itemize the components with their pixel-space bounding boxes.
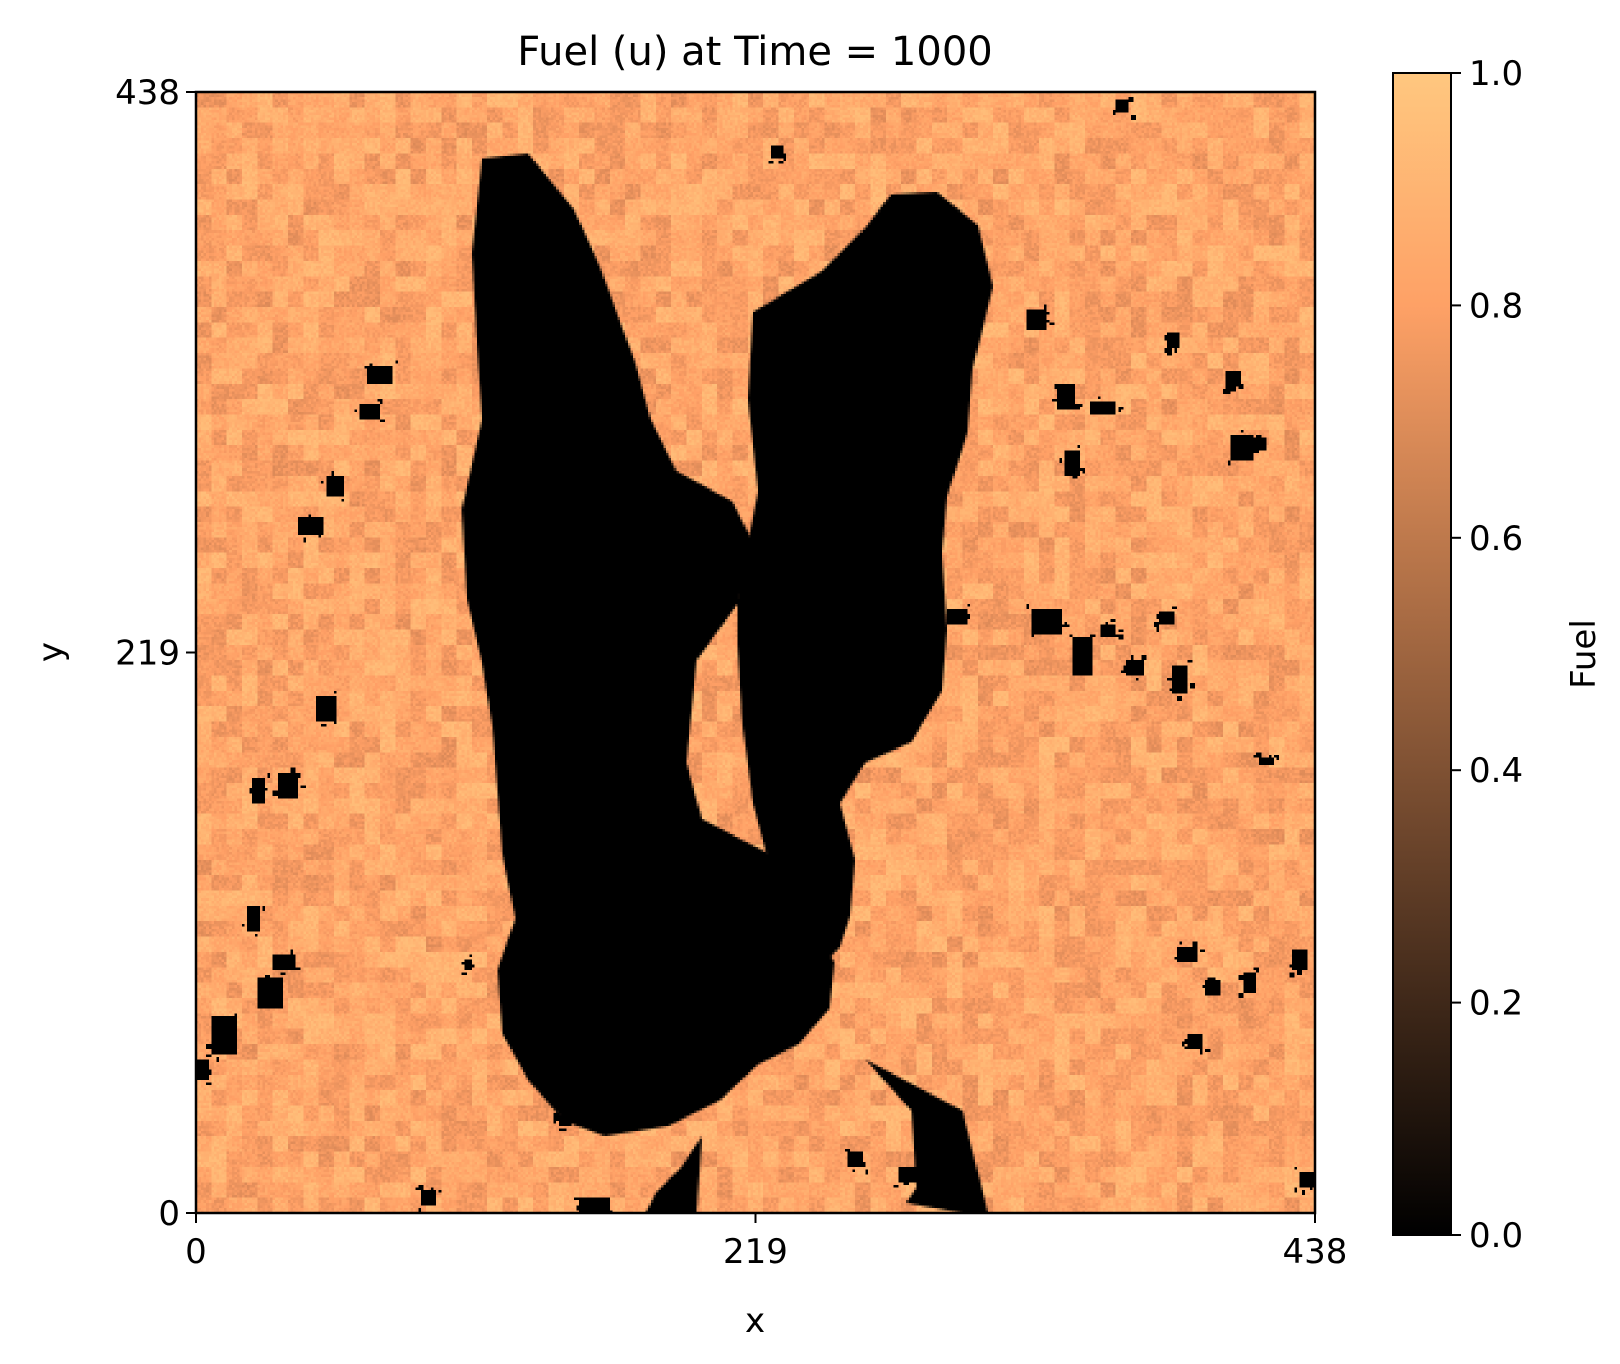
colorbar-gradient xyxy=(1392,72,1452,1236)
colorbar-tick-label: 0.6 xyxy=(1469,519,1523,559)
x-axis-label: x xyxy=(745,1301,765,1341)
colorbar: 0.0 0.2 0.4 0.6 0.8 1.0 Fuel xyxy=(1392,54,1604,1256)
colorbar-tick-label: 0.8 xyxy=(1469,286,1523,326)
x-tick-label: 438 xyxy=(1283,1232,1348,1272)
colorbar-tick-label: 1.0 xyxy=(1469,54,1523,94)
chart-title: Fuel (u) at Time = 1000 xyxy=(517,29,992,75)
x-tick-label: 219 xyxy=(723,1232,788,1272)
y-axis: 0 219 438 xyxy=(115,73,196,1234)
colorbar-tick-label: 0.4 xyxy=(1469,751,1523,791)
y-tick-label: 438 xyxy=(115,73,180,113)
heatmap-plot-area xyxy=(196,92,1315,1213)
y-tick-label: 0 xyxy=(158,1194,180,1234)
y-tick-label: 219 xyxy=(115,634,180,674)
x-tick-label: 0 xyxy=(185,1232,207,1272)
fuel-field-image xyxy=(196,92,1315,1213)
colorbar-tick-label: 0.0 xyxy=(1469,1216,1523,1256)
y-axis-label: y xyxy=(31,642,71,662)
x-axis: 0 219 438 xyxy=(185,1213,1347,1272)
colorbar-label: Fuel xyxy=(1564,619,1604,689)
colorbar-tick-label: 0.2 xyxy=(1469,984,1523,1024)
colorbar-ticks: 0.0 0.2 0.4 0.6 0.8 1.0 xyxy=(1451,54,1523,1256)
